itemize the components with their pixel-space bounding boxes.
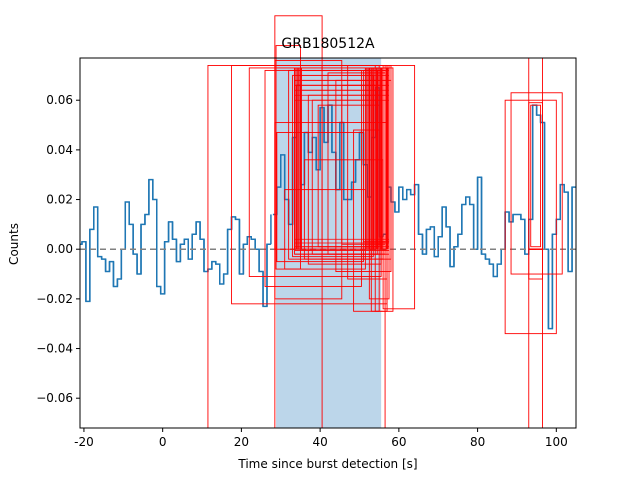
detection-box bbox=[510, 92, 563, 275]
detection-box bbox=[504, 99, 557, 335]
detection-box bbox=[382, 64, 416, 310]
x-tick-label: 40 bbox=[312, 435, 327, 449]
x-tick-label: 100 bbox=[545, 435, 568, 449]
dense-box-edges bbox=[294, 67, 390, 255]
y-tick-label: 0.06 bbox=[46, 93, 73, 107]
x-axis-label: Time since burst detection [s] bbox=[237, 457, 417, 471]
x-tick-label: -20 bbox=[74, 435, 94, 449]
y-tick-label: −0.04 bbox=[36, 342, 73, 356]
y-tick-label: 0.04 bbox=[46, 143, 73, 157]
y-axis-label: Counts bbox=[7, 223, 21, 265]
x-tick-label: 80 bbox=[470, 435, 485, 449]
y-tick-label: 0.02 bbox=[46, 193, 73, 207]
x-tick-label: 0 bbox=[159, 435, 167, 449]
detection-box bbox=[528, 102, 543, 280]
x-tick-label: 20 bbox=[234, 435, 249, 449]
detection-box bbox=[530, 104, 542, 248]
detection-box bbox=[274, 122, 388, 250]
axes-frame bbox=[79, 57, 577, 429]
x-tick-label: 60 bbox=[391, 435, 406, 449]
y-tick-label: −0.06 bbox=[36, 391, 73, 405]
y-tick-label: −0.02 bbox=[36, 292, 73, 306]
y-tick-label: 0.00 bbox=[46, 242, 73, 256]
chart-title: GRB180512A bbox=[281, 36, 375, 52]
